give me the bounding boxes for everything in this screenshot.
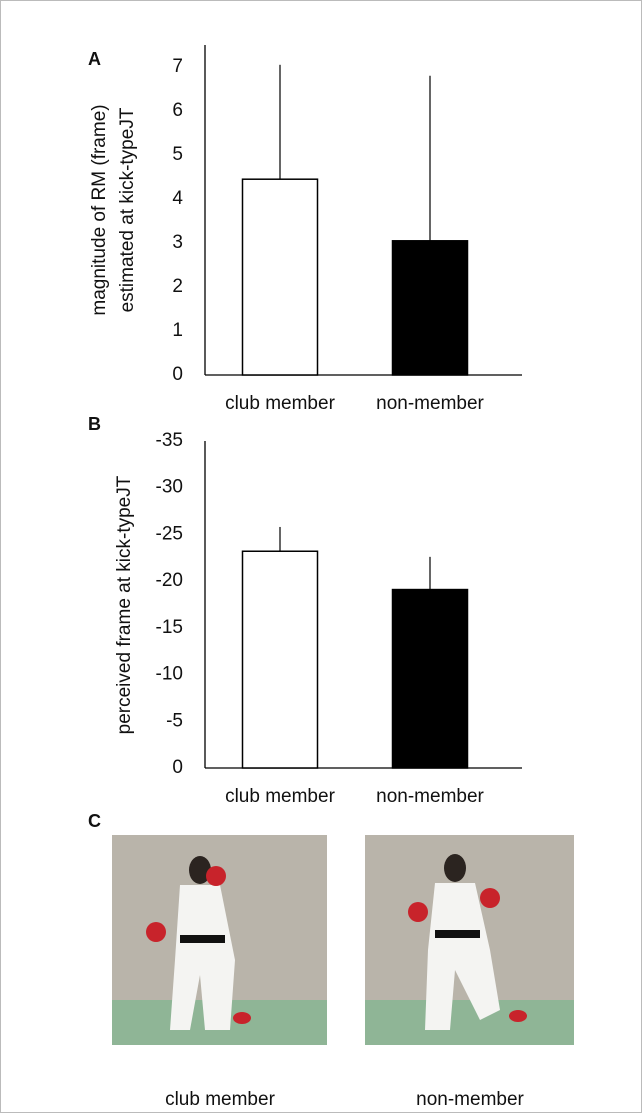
y-tick-label: -10 <box>156 664 183 685</box>
x-tick-label: club member <box>225 786 335 807</box>
y-tick-label: 7 <box>172 56 183 77</box>
y-tick-label: -20 <box>156 570 183 591</box>
y-tick-label: 6 <box>172 100 183 121</box>
y-tick-label: 3 <box>172 232 183 253</box>
y-axis-title: magnitude of RM (frame) <box>89 104 110 315</box>
y-axis-title: estimated at kick-typeJT <box>117 107 138 312</box>
y-tick-label: -35 <box>156 430 183 451</box>
bar <box>393 241 468 375</box>
y-tick-label: -30 <box>156 477 183 498</box>
photo <box>112 835 327 1045</box>
panel-label: A <box>88 49 101 69</box>
x-tick-label: non-member <box>376 786 484 807</box>
panel-label: B <box>88 414 101 434</box>
photo <box>365 835 574 1045</box>
panel-label: C <box>88 811 101 831</box>
y-tick-label: 5 <box>172 144 183 165</box>
y-tick-label: 0 <box>172 757 183 778</box>
y-tick-label: 4 <box>172 188 183 209</box>
bar <box>393 590 468 768</box>
photo-caption: club member <box>165 1089 275 1110</box>
y-tick-label: -15 <box>156 617 183 638</box>
x-tick-label: club member <box>225 393 335 414</box>
y-tick-label: 1 <box>172 320 183 341</box>
y-tick-label: 0 <box>172 364 183 385</box>
bar <box>243 179 318 375</box>
y-tick-label: -25 <box>156 523 183 544</box>
y-axis-title: perceived frame at kick-typeJT <box>114 475 135 734</box>
photo-caption: non-member <box>416 1089 524 1110</box>
bar <box>243 551 318 768</box>
y-tick-label: -5 <box>166 710 183 731</box>
figure: A B C club member non-member 0 1 2 3 4 5 6 7 mag… <box>0 0 642 1113</box>
y-tick-label: 2 <box>172 276 183 297</box>
x-tick-label: non-member <box>376 393 484 414</box>
